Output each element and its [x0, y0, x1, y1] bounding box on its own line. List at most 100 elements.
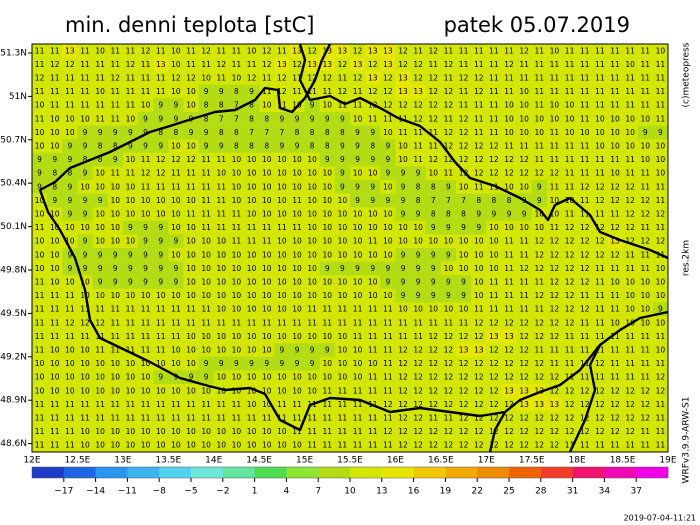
cell-value: 12	[429, 101, 439, 110]
cell	[456, 112, 472, 126]
cell-value: 10	[80, 223, 90, 232]
colorbar-label: 16	[408, 487, 420, 497]
cell-value: 12	[413, 346, 423, 355]
cell	[471, 125, 487, 140]
cell	[153, 84, 169, 99]
cell-value: 10	[656, 169, 666, 178]
cell	[562, 125, 578, 140]
cell-value: 10	[186, 291, 196, 300]
cell	[637, 166, 654, 181]
cell-value: 11	[156, 346, 166, 355]
cell-value: 10	[262, 250, 272, 259]
cell	[334, 125, 351, 140]
cell	[259, 125, 275, 140]
cell	[410, 207, 427, 222]
cell-value: 11	[550, 359, 560, 368]
cell-value: 12	[474, 74, 484, 83]
lat-label: 51.3N	[0, 49, 27, 59]
cell	[122, 98, 139, 113]
cell-value: 11	[95, 60, 105, 69]
cell-value: 11	[35, 427, 45, 436]
cell-value: 11	[65, 291, 75, 300]
cell	[577, 180, 593, 194]
cell-value: 12	[595, 250, 605, 259]
cell-value: 10	[656, 346, 666, 355]
cell-value: 11	[111, 318, 121, 327]
cell-value: 11	[353, 386, 363, 395]
cell-value: 10	[262, 427, 272, 436]
cell-value: 11	[504, 74, 514, 83]
cell	[334, 152, 351, 167]
cell-value: 9	[113, 155, 118, 164]
cell	[395, 180, 411, 194]
cell-value: 12	[444, 346, 454, 355]
cell-value: 9	[340, 142, 345, 151]
cell	[456, 44, 472, 58]
cell-value: 13	[413, 87, 423, 96]
cell-value: 11	[217, 46, 227, 55]
cell-value: 10	[217, 373, 227, 382]
cell-value: 10	[323, 291, 333, 300]
cell-value: 10	[277, 386, 287, 395]
cell	[622, 207, 639, 222]
cell-value: 9	[355, 182, 360, 191]
cell-value: 10	[368, 210, 378, 219]
cell	[122, 125, 139, 140]
cell	[607, 166, 623, 181]
cell-value: 12	[126, 60, 136, 69]
cell-value: 11	[519, 305, 529, 314]
cell-value: 10	[95, 223, 105, 232]
cell-value: 10	[489, 223, 499, 232]
cell-value: 10	[368, 250, 378, 259]
lon-label: 19E	[659, 456, 676, 466]
cell-value: 11	[262, 87, 272, 96]
cell-value: 10	[262, 332, 272, 341]
cell-value: 11	[565, 155, 575, 164]
cell	[183, 57, 199, 72]
cell-value: 12	[565, 400, 575, 409]
cell-value: 9	[113, 250, 118, 259]
cell-value: 10	[95, 291, 105, 300]
cell-value: 10	[217, 264, 227, 273]
lat-label: 49.2N	[0, 352, 27, 362]
cell-value: 12	[580, 386, 590, 395]
cell-value: 10	[156, 386, 166, 395]
cell-value: 10	[217, 278, 227, 287]
cell-value: 11	[610, 74, 620, 83]
cell-value: 10	[35, 359, 45, 368]
cell-value: 11	[65, 87, 75, 96]
cell-value: 10	[474, 264, 484, 273]
cell-value: 12	[383, 87, 393, 96]
cell-value: 10	[353, 278, 363, 287]
cell	[153, 180, 169, 194]
cell-value: 9	[325, 264, 330, 273]
cell-value: 11	[307, 318, 317, 327]
lat-label: 48.6N	[0, 439, 27, 449]
lon-label: 18E	[569, 456, 586, 466]
lon-label: 12E	[23, 456, 40, 466]
cell-value: 10	[565, 101, 575, 110]
cell-value: 12	[565, 223, 575, 232]
cell-value: 11	[141, 155, 151, 164]
lon-label: 15.5E	[337, 456, 363, 466]
cell	[486, 152, 502, 167]
cell-value: 11	[489, 305, 499, 314]
cell-value: 10	[323, 359, 333, 368]
cell-value: 11	[126, 305, 136, 314]
cell-value: 7	[249, 128, 254, 137]
cell-value: 11	[641, 60, 651, 69]
cell-value: 11	[50, 305, 60, 314]
cell-value: 12	[519, 264, 529, 273]
cell-value: 9	[385, 196, 390, 205]
cell	[350, 125, 366, 140]
cell-value: 9	[98, 128, 103, 137]
cell	[244, 152, 260, 167]
cell-value: 10	[201, 332, 211, 341]
cell-value: 10	[292, 441, 302, 450]
cell-value: 11	[641, 182, 651, 191]
cell-value: 11	[186, 414, 196, 423]
cell-value: 10	[444, 305, 454, 314]
cell-value: 11	[413, 318, 423, 327]
cell-value: 12	[35, 74, 45, 83]
